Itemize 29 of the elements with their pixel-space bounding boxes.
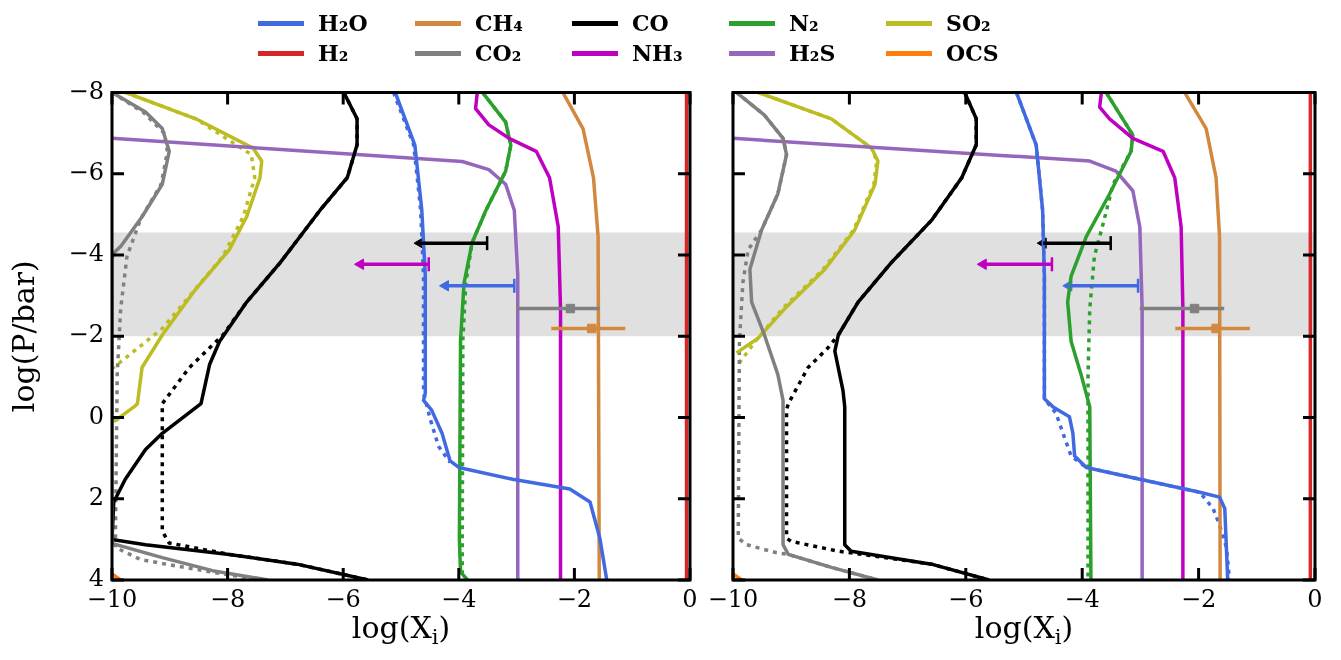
legend-label: N₂ bbox=[789, 10, 819, 36]
x-tick-label: −10 bbox=[707, 584, 759, 613]
legend-label: CO₂ bbox=[475, 40, 522, 66]
y-tick-label: −4 bbox=[68, 239, 104, 268]
y-tick-label: 2 bbox=[88, 482, 104, 511]
x-tick-label: −8 bbox=[209, 584, 246, 613]
x-tick-label: −8 bbox=[831, 584, 868, 613]
legend-label: H₂O bbox=[318, 10, 368, 36]
y-tick-label: −6 bbox=[68, 157, 104, 186]
x-tick-label: −2 bbox=[1180, 584, 1217, 613]
y-tick-label: −2 bbox=[68, 320, 104, 349]
x-tick-label: 0 bbox=[682, 584, 698, 613]
y-tick-label: −8 bbox=[68, 76, 104, 105]
x-tick-label: −4 bbox=[1064, 584, 1100, 613]
legend-label: OCS bbox=[946, 40, 999, 66]
y-axis-title: log(P/bar) bbox=[5, 260, 41, 413]
legend-label: SO₂ bbox=[946, 10, 991, 36]
x-tick-label: −6 bbox=[948, 584, 984, 613]
legend-label: H₂S bbox=[789, 40, 836, 66]
x-tick-label: 0 bbox=[1307, 584, 1323, 613]
y-tick-label: 4 bbox=[88, 564, 104, 593]
legend-label: CO bbox=[632, 10, 669, 36]
y-tick-label: 0 bbox=[88, 401, 104, 430]
legend-label: CH₄ bbox=[475, 10, 523, 36]
x-tick-label: −6 bbox=[325, 584, 361, 613]
legend-label: NH₃ bbox=[632, 40, 683, 66]
x-tick-label: −4 bbox=[441, 584, 477, 613]
x-tick-label: −2 bbox=[556, 584, 593, 613]
legend-label: H₂ bbox=[318, 40, 349, 66]
